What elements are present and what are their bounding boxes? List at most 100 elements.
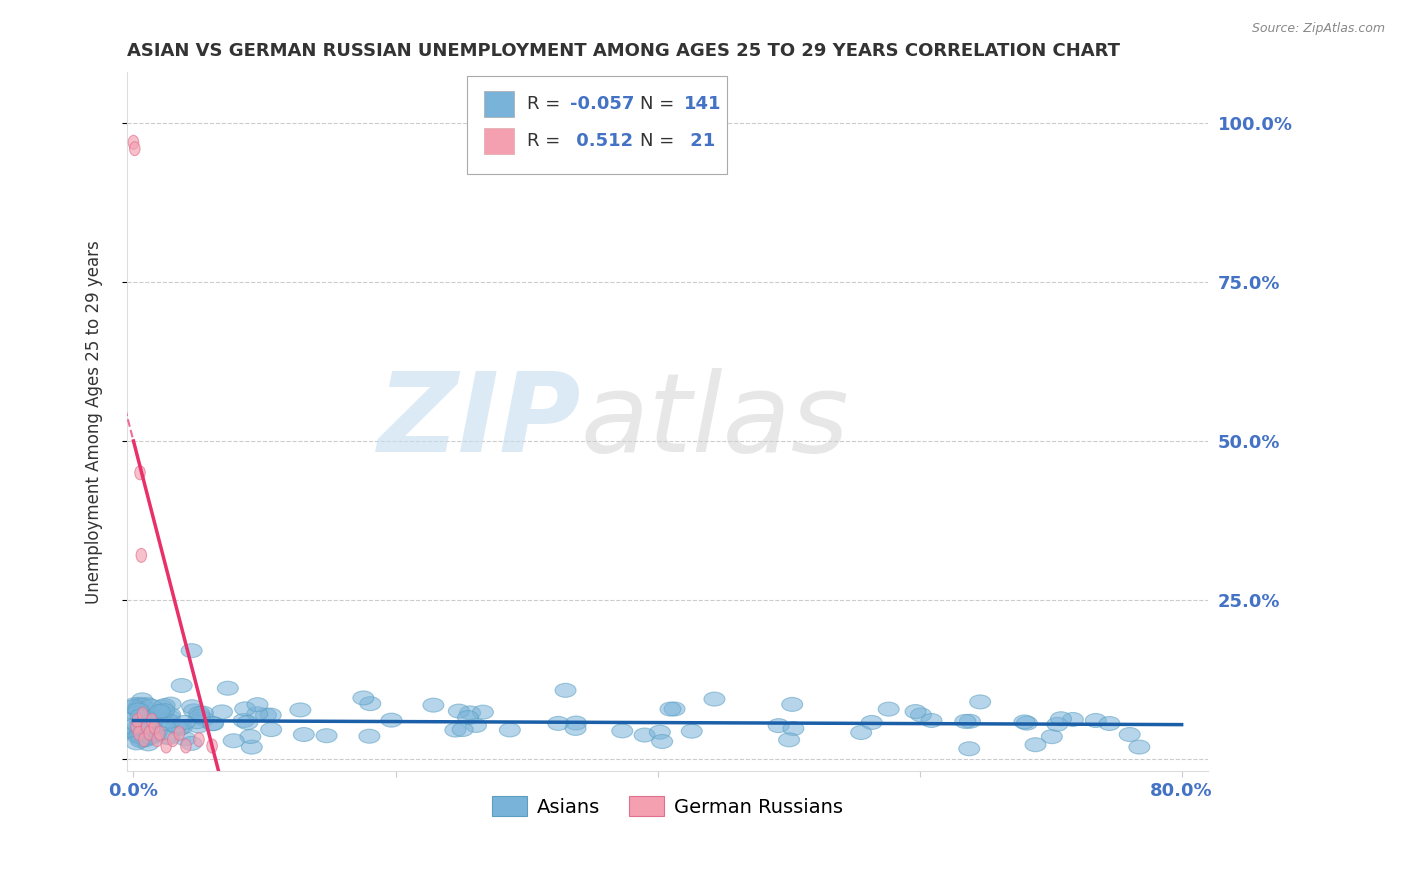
Ellipse shape — [132, 693, 153, 706]
Ellipse shape — [136, 698, 157, 712]
Ellipse shape — [235, 702, 256, 715]
Ellipse shape — [499, 723, 520, 737]
Ellipse shape — [634, 728, 655, 742]
Ellipse shape — [247, 698, 269, 712]
Ellipse shape — [457, 711, 478, 724]
Ellipse shape — [136, 549, 146, 562]
Ellipse shape — [704, 692, 725, 706]
Ellipse shape — [465, 718, 486, 732]
Ellipse shape — [359, 730, 380, 743]
Ellipse shape — [664, 702, 685, 716]
Ellipse shape — [353, 691, 374, 705]
Ellipse shape — [160, 739, 172, 753]
Ellipse shape — [180, 739, 191, 753]
Ellipse shape — [202, 716, 224, 731]
Text: atlas: atlas — [581, 368, 849, 475]
Ellipse shape — [166, 720, 187, 733]
Ellipse shape — [650, 725, 671, 739]
Ellipse shape — [1025, 738, 1046, 752]
Ellipse shape — [129, 715, 150, 730]
Text: 0.512: 0.512 — [569, 132, 633, 150]
Ellipse shape — [181, 737, 202, 750]
FancyBboxPatch shape — [467, 76, 727, 174]
Ellipse shape — [565, 716, 586, 730]
Ellipse shape — [921, 714, 942, 728]
Ellipse shape — [1014, 715, 1035, 729]
Ellipse shape — [187, 714, 208, 729]
Ellipse shape — [1085, 714, 1107, 728]
Ellipse shape — [125, 709, 146, 723]
Ellipse shape — [260, 708, 281, 723]
Ellipse shape — [146, 709, 167, 723]
Ellipse shape — [141, 699, 162, 713]
Ellipse shape — [174, 726, 184, 740]
Ellipse shape — [128, 703, 149, 717]
Ellipse shape — [1063, 713, 1084, 726]
Ellipse shape — [381, 713, 402, 727]
Ellipse shape — [132, 714, 142, 728]
Ellipse shape — [155, 698, 174, 713]
Ellipse shape — [174, 731, 195, 746]
Ellipse shape — [247, 706, 267, 721]
Ellipse shape — [152, 706, 173, 720]
Ellipse shape — [194, 732, 204, 747]
Ellipse shape — [188, 719, 209, 733]
Ellipse shape — [236, 715, 257, 730]
Y-axis label: Unemployment Among Ages 25 to 29 years: Unemployment Among Ages 25 to 29 years — [86, 240, 103, 604]
Ellipse shape — [134, 726, 143, 740]
Ellipse shape — [124, 700, 145, 714]
Ellipse shape — [218, 681, 238, 695]
Ellipse shape — [131, 720, 142, 734]
Ellipse shape — [152, 700, 173, 714]
Ellipse shape — [862, 715, 882, 730]
Ellipse shape — [138, 707, 148, 722]
Ellipse shape — [548, 716, 568, 731]
Ellipse shape — [132, 717, 153, 731]
Ellipse shape — [768, 719, 789, 732]
Ellipse shape — [1119, 728, 1140, 741]
Ellipse shape — [181, 699, 202, 714]
Ellipse shape — [174, 715, 195, 730]
Ellipse shape — [146, 723, 167, 738]
Ellipse shape — [256, 708, 277, 722]
Ellipse shape — [233, 714, 254, 728]
Ellipse shape — [959, 714, 980, 728]
Ellipse shape — [129, 698, 150, 711]
FancyBboxPatch shape — [484, 91, 513, 117]
Ellipse shape — [423, 698, 444, 712]
Ellipse shape — [138, 737, 159, 751]
Ellipse shape — [190, 709, 211, 723]
Ellipse shape — [959, 742, 980, 756]
Ellipse shape — [449, 704, 470, 718]
Ellipse shape — [444, 723, 465, 737]
Ellipse shape — [159, 714, 180, 728]
Ellipse shape — [779, 733, 800, 747]
Text: ASIAN VS GERMAN RUSSIAN UNEMPLOYMENT AMONG AGES 25 TO 29 YEARS CORRELATION CHART: ASIAN VS GERMAN RUSSIAN UNEMPLOYMENT AMO… — [127, 42, 1121, 60]
Ellipse shape — [127, 702, 148, 716]
Ellipse shape — [135, 732, 156, 747]
Ellipse shape — [1050, 712, 1071, 726]
Ellipse shape — [260, 723, 281, 737]
Ellipse shape — [156, 731, 177, 744]
Ellipse shape — [129, 723, 150, 737]
Ellipse shape — [316, 729, 337, 743]
Ellipse shape — [159, 710, 180, 724]
Ellipse shape — [131, 706, 152, 720]
Ellipse shape — [970, 695, 991, 709]
Ellipse shape — [128, 702, 149, 716]
Ellipse shape — [682, 724, 702, 739]
Ellipse shape — [211, 705, 232, 719]
Ellipse shape — [153, 704, 174, 717]
Text: 21: 21 — [683, 132, 714, 150]
Ellipse shape — [128, 136, 139, 149]
Ellipse shape — [911, 708, 931, 722]
Ellipse shape — [240, 730, 262, 744]
Ellipse shape — [224, 734, 245, 747]
Ellipse shape — [172, 679, 193, 692]
Ellipse shape — [143, 726, 155, 740]
Ellipse shape — [1042, 730, 1063, 744]
Ellipse shape — [141, 731, 162, 744]
Ellipse shape — [1017, 716, 1038, 731]
Ellipse shape — [555, 683, 576, 698]
Ellipse shape — [290, 703, 311, 717]
